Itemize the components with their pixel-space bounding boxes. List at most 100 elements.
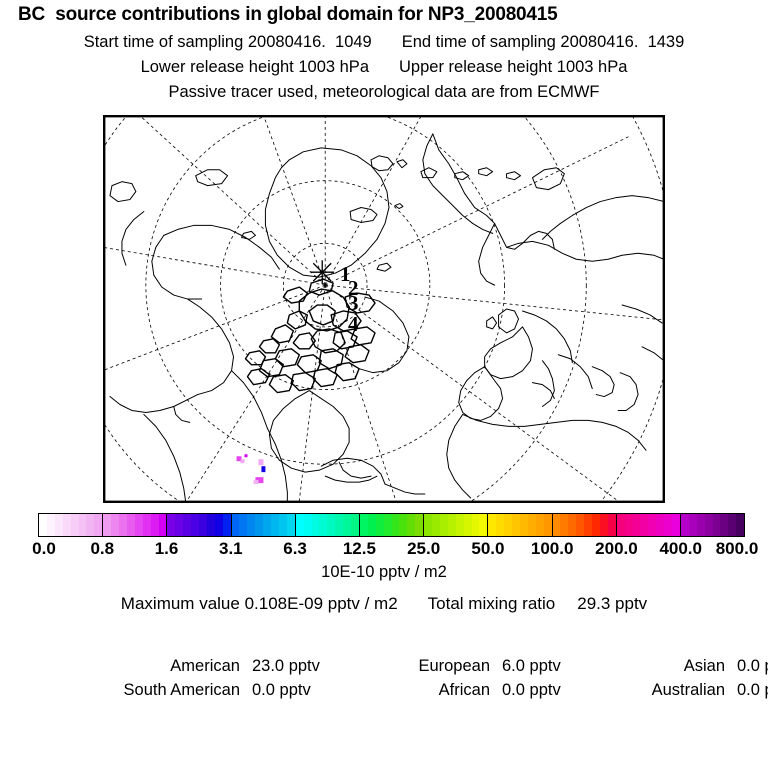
colorbar-step-8-0	[552, 514, 561, 536]
source-label-asian: Asian	[683, 657, 725, 675]
colorbar-segment-7	[488, 514, 553, 536]
graticule-meridians	[104, 116, 664, 502]
colorbar-step-8-3	[576, 514, 585, 536]
colorbar-step-1-1	[111, 514, 119, 536]
colorbar-step-4-4	[327, 514, 336, 536]
colorbar-step-7-6	[535, 514, 544, 536]
colorbar-step-10-7	[736, 514, 745, 536]
colorbar-unit-label: 10E-10 pptv / m2	[321, 563, 447, 581]
colorbar-step-5-1	[367, 514, 376, 536]
colorbar-step-8-1	[560, 514, 569, 536]
colorbar-step-5-5	[399, 514, 408, 536]
tracer-note: Passive tracer used, meteorological data…	[168, 83, 600, 101]
colorbar-step-4-1	[303, 514, 312, 536]
colorbar-step-5-0	[359, 514, 368, 536]
source-label-south-american: South American	[123, 681, 240, 699]
colorbar-step-2-7	[222, 514, 231, 536]
colorbar-step-10-3	[704, 514, 713, 536]
colorbar-step-5-3	[383, 514, 392, 536]
colorbar-step-0-4	[70, 514, 79, 536]
colorbar-tick-labels: 0.0 0.8 1.6 3.1 6.3 12.5 25.0 50.0 100.0 200.0 400…	[0, 539, 768, 561]
source-value-australian: 0.0 pptv	[737, 681, 768, 699]
graticule-latitude-circles	[104, 116, 664, 502]
colorbar-tick-4: 6.3	[283, 539, 307, 558]
colorbar-segment-1	[103, 514, 168, 536]
colorbar-segment-3	[231, 514, 296, 536]
colorbar-segment-9	[616, 514, 681, 536]
colorbar[interactable]	[38, 513, 745, 537]
colorbar-step-3-7	[286, 514, 295, 536]
end-time-label: End time of sampling	[401, 33, 556, 51]
colorbar-step-0-6	[86, 514, 95, 536]
colorbar-tick-9: 200.0	[595, 539, 638, 558]
colorbar-step-0-0	[39, 514, 47, 536]
colorbar-step-9-1	[624, 514, 633, 536]
colorbar-step-8-6	[599, 514, 608, 536]
colorbar-tick-1: 0.8	[90, 539, 115, 558]
colorbar-step-8-7	[607, 514, 616, 536]
colorbar-step-10-0	[680, 514, 689, 536]
colorbar-step-1-4	[134, 514, 143, 536]
source-value-european: 6.0 pptv	[502, 657, 561, 675]
release-point-label-2: 2	[348, 276, 359, 300]
polar-stereographic-map	[104, 116, 664, 502]
colorbar-step-10-6	[728, 514, 737, 536]
colorbar-step-9-0	[616, 514, 625, 536]
release-point-label-3: 3	[348, 291, 359, 315]
colorbar-step-4-6	[343, 514, 352, 536]
maximum-value-label: Maximum value	[120, 594, 240, 613]
colorbar-step-3-5	[271, 514, 279, 536]
source-value-african: 0.0 pptv	[502, 681, 561, 699]
colorbar-step-2-0	[167, 514, 176, 536]
source-label-australian: Australian	[651, 681, 725, 699]
total-mixing-ratio-label: Total mixing ratio	[427, 594, 556, 613]
colorbar-step-6-3	[447, 514, 456, 536]
colorbar-step-9-2	[632, 514, 641, 536]
colorbar-step-7-0	[488, 514, 497, 536]
colorbar-tick-11: 800.0	[715, 539, 759, 558]
colorbar-step-0-5	[78, 514, 87, 536]
colorbar-step-6-5	[463, 514, 472, 536]
colorbar-step-2-3	[191, 514, 199, 536]
upper-release-height: Upper release height 1003 hPa	[399, 58, 628, 76]
colorbar-step-4-5	[335, 514, 344, 536]
colorbar-step-7-2	[504, 514, 513, 536]
colorbar-segment-0	[39, 514, 104, 536]
colorbar-step-10-2	[696, 514, 705, 536]
colorbar-step-10-4	[712, 514, 721, 536]
source-contrib-row-2: South American 0.0 pptv African 0.0 pptv…	[0, 643, 768, 738]
colorbar-step-8-2	[568, 514, 577, 536]
colorbar-step-7-3	[512, 514, 520, 536]
colorbar-step-4-3	[319, 514, 328, 536]
colorbar-tick-6: 25.0	[407, 539, 441, 558]
colorbar-step-6-1	[432, 514, 440, 536]
colorbar-step-5-6	[407, 514, 416, 536]
colorbar-step-3-2	[247, 514, 256, 536]
colorbar-step-1-7	[158, 514, 167, 536]
colorbar-segment-4	[295, 514, 360, 536]
colorbar-step-9-3	[640, 514, 649, 536]
colorbar-step-3-6	[279, 514, 287, 536]
colorbar-step-10-1	[688, 514, 697, 536]
release-height-line: Lower release height 1003 hPa Upper relea…	[0, 58, 768, 77]
colorbar-step-6-2	[439, 514, 448, 536]
colorbar-step-1-3	[126, 514, 135, 536]
source-value-american: 23.0 pptv	[252, 657, 320, 675]
maximum-value: 0.108E-09 pptv / m2	[244, 594, 398, 613]
coastlines	[109, 133, 664, 502]
colorbar-step-7-1	[496, 514, 505, 536]
colorbar-step-7-5	[527, 514, 536, 536]
colorbar-step-0-7	[94, 514, 103, 536]
colorbar-step-3-0	[231, 514, 240, 536]
colorbar-step-8-4	[584, 514, 593, 536]
colorbar-segment-6	[424, 514, 489, 536]
colorbar-step-7-4	[519, 514, 528, 536]
polar-map-panel[interactable]: 1 2 3 4	[103, 115, 665, 503]
total-mixing-ratio-value: 29.3 pptv	[577, 594, 648, 613]
colorbar-step-9-7	[672, 514, 680, 536]
colorbar-step-0-2	[54, 514, 63, 536]
colorbar-step-1-6	[150, 514, 159, 536]
sampling-time-line: Start time of sampling 20080416. 1049 End…	[0, 33, 768, 52]
colorbar-step-6-0	[424, 514, 433, 536]
